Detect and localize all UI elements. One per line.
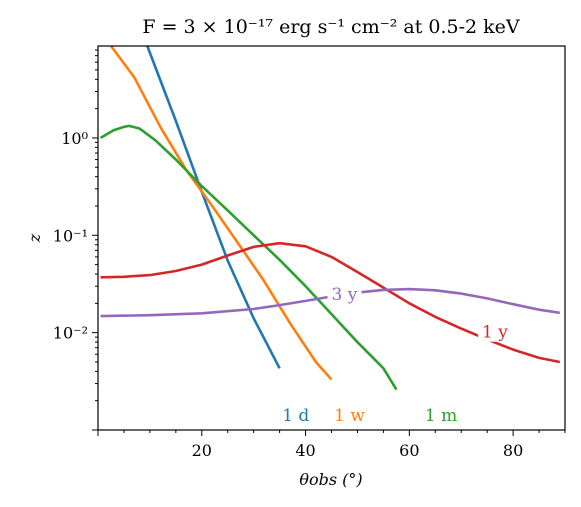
x-tick-label: 20 xyxy=(192,441,212,460)
y-axis-label: z xyxy=(25,233,44,243)
series-line-1d xyxy=(146,45,281,369)
series-line-1m xyxy=(99,124,398,391)
x-tick-label: 40 xyxy=(295,441,315,460)
axis-tick-labels: 20 40 60 80 10⁰ 10⁻¹ 10⁻² xyxy=(53,129,524,460)
x-tick-label: 60 xyxy=(399,441,419,460)
x-tick-label: 80 xyxy=(503,441,523,460)
series-label-backing xyxy=(420,406,455,425)
y-tick-label: 10⁻² xyxy=(53,324,88,343)
series-line-3y xyxy=(100,287,560,318)
x-axis-label: θobs (°) xyxy=(299,470,362,489)
series-label-backing xyxy=(477,323,512,342)
series-label-3y: 3 y xyxy=(332,285,358,305)
chart-title: F = 3 × 10⁻¹⁷ erg s⁻¹ cm⁻² at 0.5-2 keV xyxy=(142,16,520,38)
y-tick-label: 10⁻¹ xyxy=(53,226,88,245)
series-label-1d: 1 d xyxy=(282,406,309,426)
series-line-1w xyxy=(109,45,333,381)
plot-area: 1 d 1 w 1 m 1 y 3 y xyxy=(99,45,561,426)
series-label-1m: 1 m xyxy=(425,406,457,426)
series-label-backing xyxy=(327,285,362,304)
series-label-1y: 1 y xyxy=(482,323,508,343)
series-label-backing xyxy=(330,406,365,425)
y-tick-label: 10⁰ xyxy=(61,129,88,148)
axis-ticks xyxy=(92,49,566,436)
series-label-backing xyxy=(278,406,313,425)
series-label-1w: 1 w xyxy=(334,406,365,426)
